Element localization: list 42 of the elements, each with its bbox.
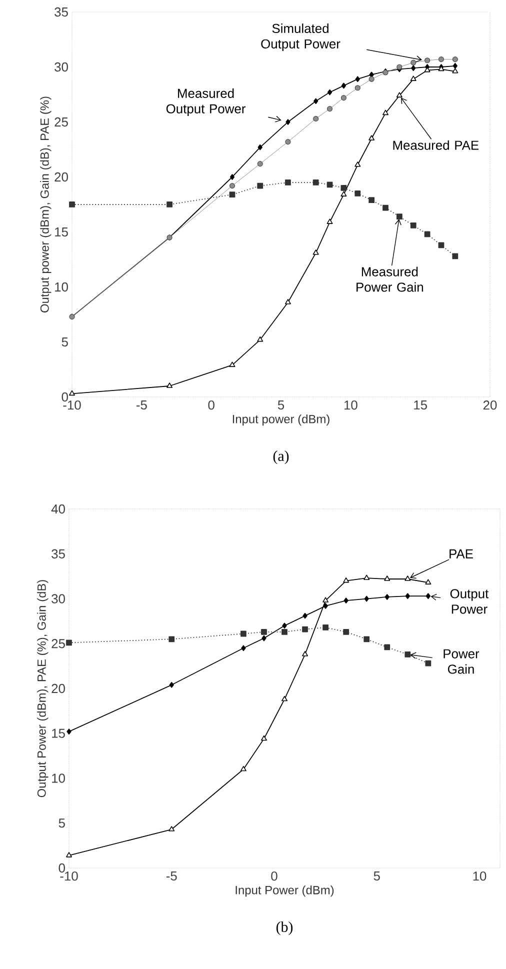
- y-tick-label: 30: [52, 594, 65, 604]
- y-tick-label: 10: [55, 282, 68, 292]
- annotation: Measured PAE: [393, 140, 479, 150]
- y-tick-label: 35: [52, 549, 65, 558]
- y-tick-label: 5: [58, 818, 65, 828]
- x-axis-title: Input power (dBm): [232, 414, 330, 426]
- x-tick-label: -5: [136, 400, 147, 410]
- y-tick-label: 5: [62, 337, 68, 347]
- x-tick-label: 5: [278, 400, 284, 410]
- x-tick-label: 0: [208, 400, 214, 410]
- x-tick-label: -10: [63, 400, 81, 410]
- y-tick-label: 25: [54, 117, 68, 127]
- y-axis-title: Output power (dBm), Gain (dB), PAE (%): [40, 96, 52, 312]
- annotation: Simulated Output Power: [261, 24, 340, 52]
- x-tick-label: -5: [166, 872, 177, 881]
- x-tick-label: 10: [344, 400, 358, 410]
- text: (a): [273, 450, 289, 464]
- y-tick-label: 15: [52, 728, 65, 738]
- y-tick-label: 35: [54, 7, 68, 17]
- y-tick-label: 10: [52, 774, 65, 783]
- x-tick-label: 15: [414, 400, 427, 410]
- x-tick-label: 10: [473, 872, 486, 881]
- x-tick-label: 5: [374, 872, 380, 881]
- x-tick-label: 0: [271, 872, 278, 881]
- annotation: PAE: [450, 549, 473, 558]
- annotation: Measured Power Gain: [356, 266, 424, 292]
- y-tick-label: 0: [62, 392, 68, 402]
- y-tick-label: 15: [55, 227, 68, 237]
- annotation: Measured Output Power: [166, 88, 246, 116]
- y-tick-label: 20: [52, 684, 65, 694]
- y-tick-label: 25: [52, 639, 65, 648]
- x-axis-title: Input Power (dBm): [236, 886, 334, 897]
- y-tick-label: 0: [58, 863, 65, 873]
- annotation: Output Power: [450, 589, 489, 614]
- text: (b): [276, 922, 293, 936]
- annotation: Power Gain: [444, 649, 480, 674]
- x-tick-label: 20: [483, 400, 497, 410]
- y-axis-title: Output Power (dBm), PAE (%), Gain (dB): [37, 580, 48, 798]
- x-tick-label: -10: [60, 872, 78, 881]
- y-tick-label: 20: [54, 172, 68, 182]
- y-tick-label: 30: [54, 62, 68, 72]
- y-tick-label: 40: [51, 504, 65, 514]
